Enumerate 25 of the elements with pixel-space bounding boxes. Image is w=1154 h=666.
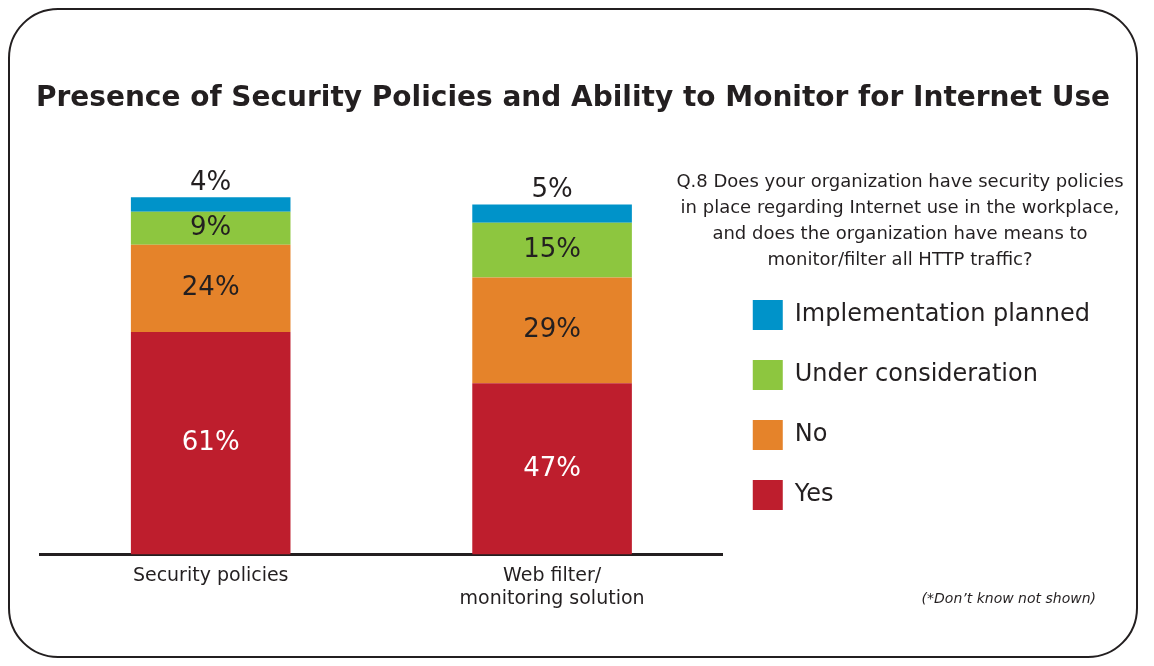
bar <box>472 383 632 555</box>
legend-label: Yes <box>793 479 834 508</box>
bar <box>130 197 291 212</box>
x-tick-label: Web filter/ monitoring solution <box>459 562 645 608</box>
bar <box>130 332 291 555</box>
text: (*Don’t know not shown) <box>921 590 1096 606</box>
data-label: 9% <box>190 211 232 242</box>
legend-label: No <box>794 419 828 448</box>
bar <box>472 277 632 384</box>
data-label: 15% <box>523 232 581 263</box>
legend-label: Implementation planned <box>794 299 1090 328</box>
data-label: 5% <box>531 173 573 204</box>
data-label: 47% <box>523 451 581 482</box>
bar <box>130 244 291 333</box>
bar <box>472 204 632 223</box>
x-tick-label: Security policies <box>132 562 289 585</box>
bar <box>472 222 632 278</box>
annotation: Q.8 Does your organization have security policies in place regarding Internet use in the workplace, and does the organization have means to monitor/filter all HTTP traffic? <box>675 169 1125 271</box>
data-label: 61% <box>181 426 240 457</box>
data-label: 24% <box>181 271 240 302</box>
data-label: 29% <box>523 313 581 344</box>
chart-title: Presence of Security Policies and Ability to Monitor for Internet Use <box>34 80 1112 113</box>
legend-label: Under consideration <box>794 359 1038 388</box>
bar <box>130 211 291 245</box>
data-label: 4% <box>190 166 232 197</box>
